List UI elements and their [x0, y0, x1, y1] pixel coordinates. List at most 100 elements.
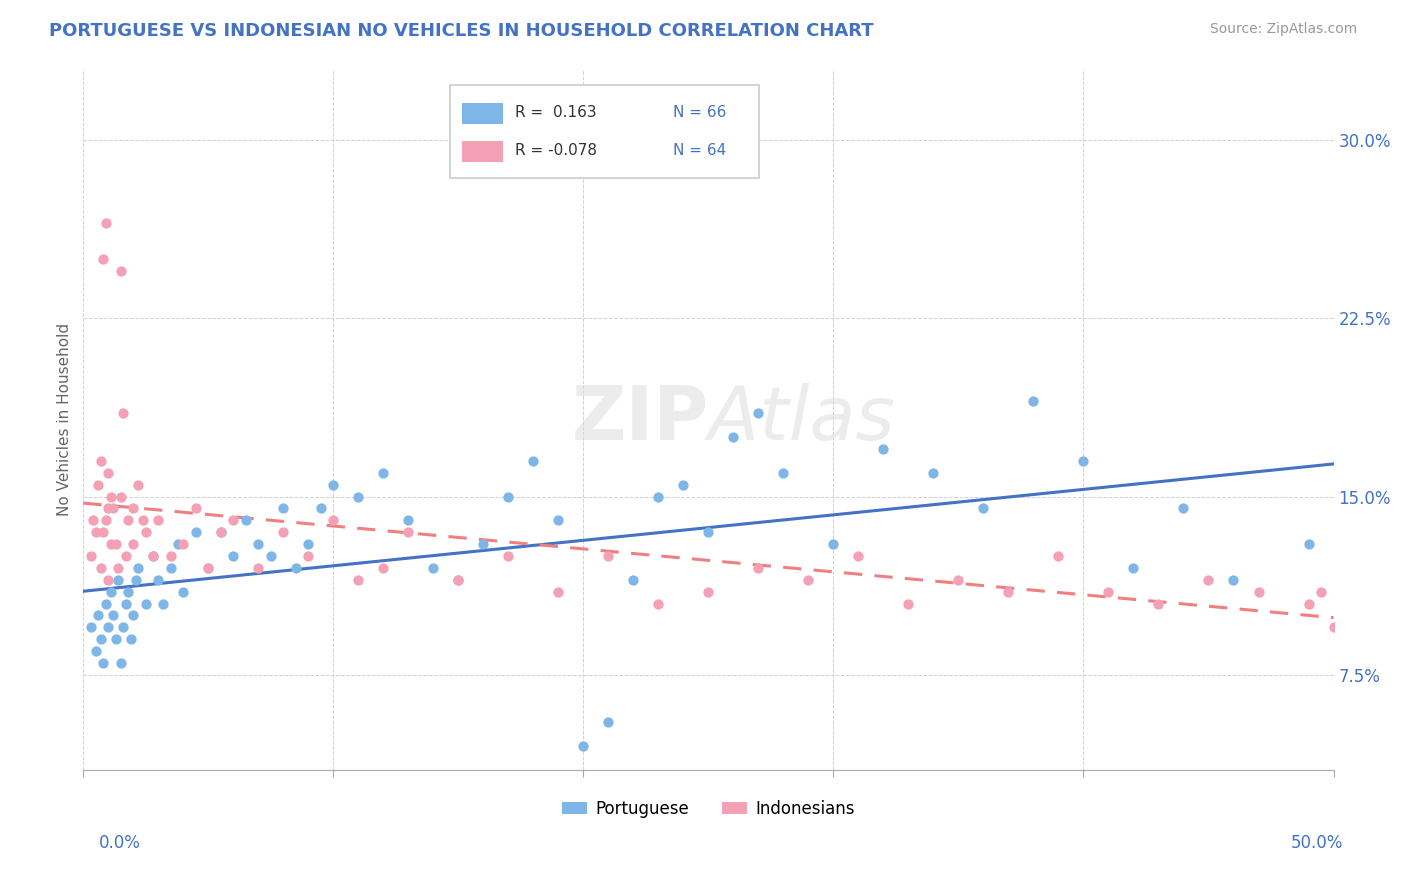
- Point: [1222, 573, 1244, 587]
- Point: [112, 620, 135, 634]
- Point: [110, 263, 132, 277]
- Point: [447, 573, 470, 587]
- Point: [697, 584, 720, 599]
- Point: [80, 549, 103, 563]
- Point: [90, 454, 112, 468]
- Point: [472, 537, 495, 551]
- Point: [1147, 597, 1170, 611]
- Text: R = -0.078: R = -0.078: [516, 143, 598, 158]
- Point: [97, 573, 120, 587]
- Point: [112, 406, 135, 420]
- Point: [522, 454, 544, 468]
- Bar: [463, 141, 503, 161]
- Point: [823, 537, 845, 551]
- Y-axis label: No Vehicles in Household: No Vehicles in Household: [58, 323, 72, 516]
- Point: [110, 656, 132, 670]
- Point: [114, 597, 136, 611]
- Point: [672, 477, 695, 491]
- Point: [103, 608, 125, 623]
- Point: [148, 513, 170, 527]
- Point: [498, 490, 520, 504]
- Point: [132, 513, 155, 527]
- Point: [122, 608, 145, 623]
- Point: [572, 739, 595, 754]
- Point: [1298, 537, 1320, 551]
- Point: [114, 549, 136, 563]
- Point: [142, 549, 165, 563]
- Point: [347, 573, 370, 587]
- Legend: Portuguese, Indonesians: Portuguese, Indonesians: [555, 794, 862, 825]
- Text: N = 66: N = 66: [672, 105, 725, 120]
- Point: [247, 537, 270, 551]
- Point: [647, 597, 669, 611]
- Point: [273, 501, 295, 516]
- Point: [197, 561, 219, 575]
- Point: [922, 466, 945, 480]
- Point: [84, 525, 107, 540]
- Point: [447, 573, 470, 587]
- Point: [872, 442, 894, 456]
- Point: [94, 513, 117, 527]
- Text: N = 64: N = 64: [672, 143, 725, 158]
- Point: [621, 573, 644, 587]
- Point: [172, 584, 194, 599]
- Text: R =  0.163: R = 0.163: [516, 105, 598, 120]
- Point: [184, 501, 207, 516]
- Point: [697, 525, 720, 540]
- Point: [100, 490, 122, 504]
- Point: [135, 525, 157, 540]
- Point: [104, 632, 127, 647]
- Point: [100, 537, 122, 551]
- Point: [1122, 561, 1144, 575]
- Point: [167, 537, 190, 551]
- Point: [184, 525, 207, 540]
- Point: [84, 644, 107, 658]
- Point: [897, 597, 920, 611]
- Point: [772, 466, 794, 480]
- Point: [1097, 584, 1119, 599]
- Point: [117, 584, 139, 599]
- Point: [117, 513, 139, 527]
- Point: [222, 549, 245, 563]
- Point: [1247, 584, 1270, 599]
- Point: [107, 573, 129, 587]
- Point: [309, 501, 332, 516]
- Point: [1073, 454, 1095, 468]
- Point: [97, 466, 120, 480]
- Point: [222, 513, 245, 527]
- Point: [135, 597, 157, 611]
- Point: [90, 561, 112, 575]
- Point: [110, 490, 132, 504]
- Point: [159, 549, 181, 563]
- Point: [100, 584, 122, 599]
- Point: [347, 490, 370, 504]
- Point: [197, 561, 219, 575]
- Point: [373, 561, 395, 575]
- Point: [396, 513, 419, 527]
- Point: [87, 608, 110, 623]
- Point: [1334, 584, 1357, 599]
- Point: [107, 561, 129, 575]
- Point: [152, 597, 174, 611]
- Point: [120, 632, 142, 647]
- Point: [997, 584, 1019, 599]
- Point: [1198, 573, 1220, 587]
- Point: [273, 525, 295, 540]
- Point: [260, 549, 283, 563]
- Text: Atlas: Atlas: [709, 384, 896, 455]
- Point: [723, 430, 745, 444]
- Point: [1322, 620, 1344, 634]
- Point: [80, 620, 103, 634]
- Point: [1022, 394, 1045, 409]
- Point: [209, 525, 232, 540]
- Point: [235, 513, 257, 527]
- Point: [247, 561, 270, 575]
- Point: [284, 561, 307, 575]
- Point: [1173, 501, 1195, 516]
- Point: [322, 513, 344, 527]
- Point: [322, 477, 344, 491]
- Point: [127, 477, 149, 491]
- Point: [373, 466, 395, 480]
- Point: [90, 632, 112, 647]
- Point: [598, 549, 620, 563]
